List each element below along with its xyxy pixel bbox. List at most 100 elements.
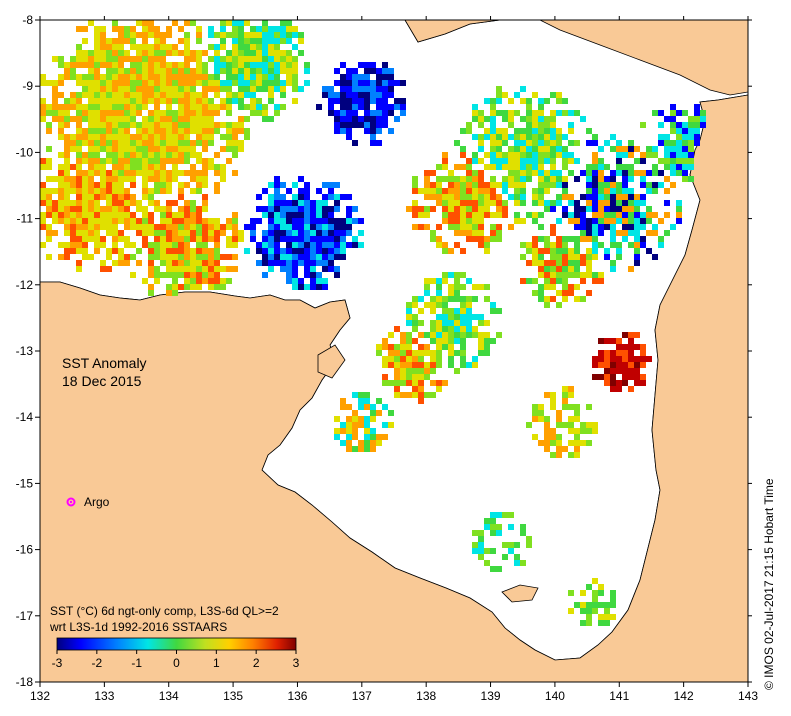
anomaly-cell [604, 140, 610, 146]
anomaly-cell [568, 386, 574, 392]
anomaly-cell [196, 170, 202, 176]
anomaly-cell [40, 80, 46, 86]
anomaly-cell [64, 206, 70, 212]
anomaly-cell [160, 56, 166, 62]
anomaly-cell [514, 218, 520, 224]
anomaly-cell [190, 272, 196, 278]
anomaly-cell [226, 158, 232, 164]
anomaly-cell [130, 218, 136, 224]
anomaly-cell [658, 122, 664, 128]
anomaly-cell [298, 188, 304, 194]
anomaly-cell [478, 536, 484, 542]
anomaly-cell [586, 140, 592, 146]
anomaly-cell [76, 218, 82, 224]
anomaly-cell [250, 44, 256, 50]
anomaly-cell [586, 194, 592, 200]
anomaly-cell [142, 116, 148, 122]
new-guinea-coast [539, 20, 748, 96]
anomaly-cell [166, 104, 172, 110]
anomaly-cell [184, 98, 190, 104]
anomaly-cell [208, 74, 214, 80]
anomaly-cell [214, 74, 220, 80]
anomaly-cell [124, 110, 130, 116]
anomaly-cell [178, 242, 184, 248]
anomaly-cell [274, 68, 280, 74]
anomaly-cell [424, 332, 430, 338]
anomaly-cell [70, 140, 76, 146]
anomaly-cell [286, 188, 292, 194]
anomaly-cell [274, 56, 280, 62]
anomaly-cell [76, 266, 82, 272]
anomaly-cell [178, 140, 184, 146]
anomaly-cell [640, 218, 646, 224]
anomaly-cell [280, 218, 286, 224]
anomaly-cell [154, 158, 160, 164]
anomaly-cell [214, 260, 220, 266]
anomaly-cell [682, 152, 688, 158]
anomaly-cell [52, 206, 58, 212]
anomaly-cell [232, 146, 238, 152]
anomaly-cell [250, 74, 256, 80]
anomaly-cell [100, 236, 106, 242]
anomaly-cell [118, 170, 124, 176]
anomaly-cell [172, 86, 178, 92]
anomaly-cell [358, 104, 364, 110]
anomaly-cell [580, 602, 586, 608]
anomaly-cell [166, 128, 172, 134]
anomaly-cell [430, 302, 436, 308]
anomaly-cell [448, 362, 454, 368]
anomaly-cell [610, 182, 616, 188]
anomaly-cell [184, 218, 190, 224]
anomaly-cell [634, 248, 640, 254]
anomaly-cell [634, 344, 640, 350]
anomaly-cell [580, 194, 586, 200]
anomaly-cell [166, 98, 172, 104]
anomaly-cell [490, 212, 496, 218]
anomaly-cell [442, 206, 448, 212]
anomaly-cell [172, 50, 178, 56]
anomaly-cell [538, 164, 544, 170]
anomaly-cell [208, 80, 214, 86]
anomaly-cell [136, 260, 142, 266]
anomaly-cell [196, 26, 202, 32]
anomaly-cell [136, 200, 142, 206]
anomaly-cell [298, 236, 304, 242]
anomaly-cell [574, 272, 580, 278]
anomaly-cell [604, 206, 610, 212]
anomaly-cell [400, 362, 406, 368]
anomaly-cell [460, 320, 466, 326]
anomaly-cell [196, 278, 202, 284]
anomaly-cell [130, 92, 136, 98]
anomaly-cell [130, 224, 136, 230]
anomaly-cell [388, 380, 394, 386]
anomaly-cell [514, 134, 520, 140]
anomaly-cell [202, 104, 208, 110]
anomaly-cell [670, 182, 676, 188]
anomaly-cell [688, 164, 694, 170]
anomaly-cell [100, 74, 106, 80]
anomaly-cell [574, 440, 580, 446]
anomaly-cell [442, 326, 448, 332]
anomaly-cell [694, 128, 700, 134]
anomaly-cell [154, 248, 160, 254]
anomaly-cell [610, 380, 616, 386]
anomaly-cell [382, 434, 388, 440]
anomaly-cell [436, 194, 442, 200]
anomaly-cell [112, 104, 118, 110]
anomaly-cell [556, 278, 562, 284]
anomaly-cell [226, 50, 232, 56]
anomaly-cell [166, 62, 172, 68]
anomaly-cell [562, 284, 568, 290]
anomaly-cell [136, 230, 142, 236]
anomaly-cell [190, 170, 196, 176]
anomaly-cell [688, 134, 694, 140]
anomaly-cell [580, 428, 586, 434]
anomaly-cell [472, 206, 478, 212]
anomaly-cell [634, 332, 640, 338]
anomaly-cell [142, 56, 148, 62]
anomaly-cell [286, 200, 292, 206]
anomaly-cell [112, 164, 118, 170]
anomaly-cell [148, 56, 154, 62]
anomaly-cell [256, 86, 262, 92]
anomaly-cell [184, 32, 190, 38]
